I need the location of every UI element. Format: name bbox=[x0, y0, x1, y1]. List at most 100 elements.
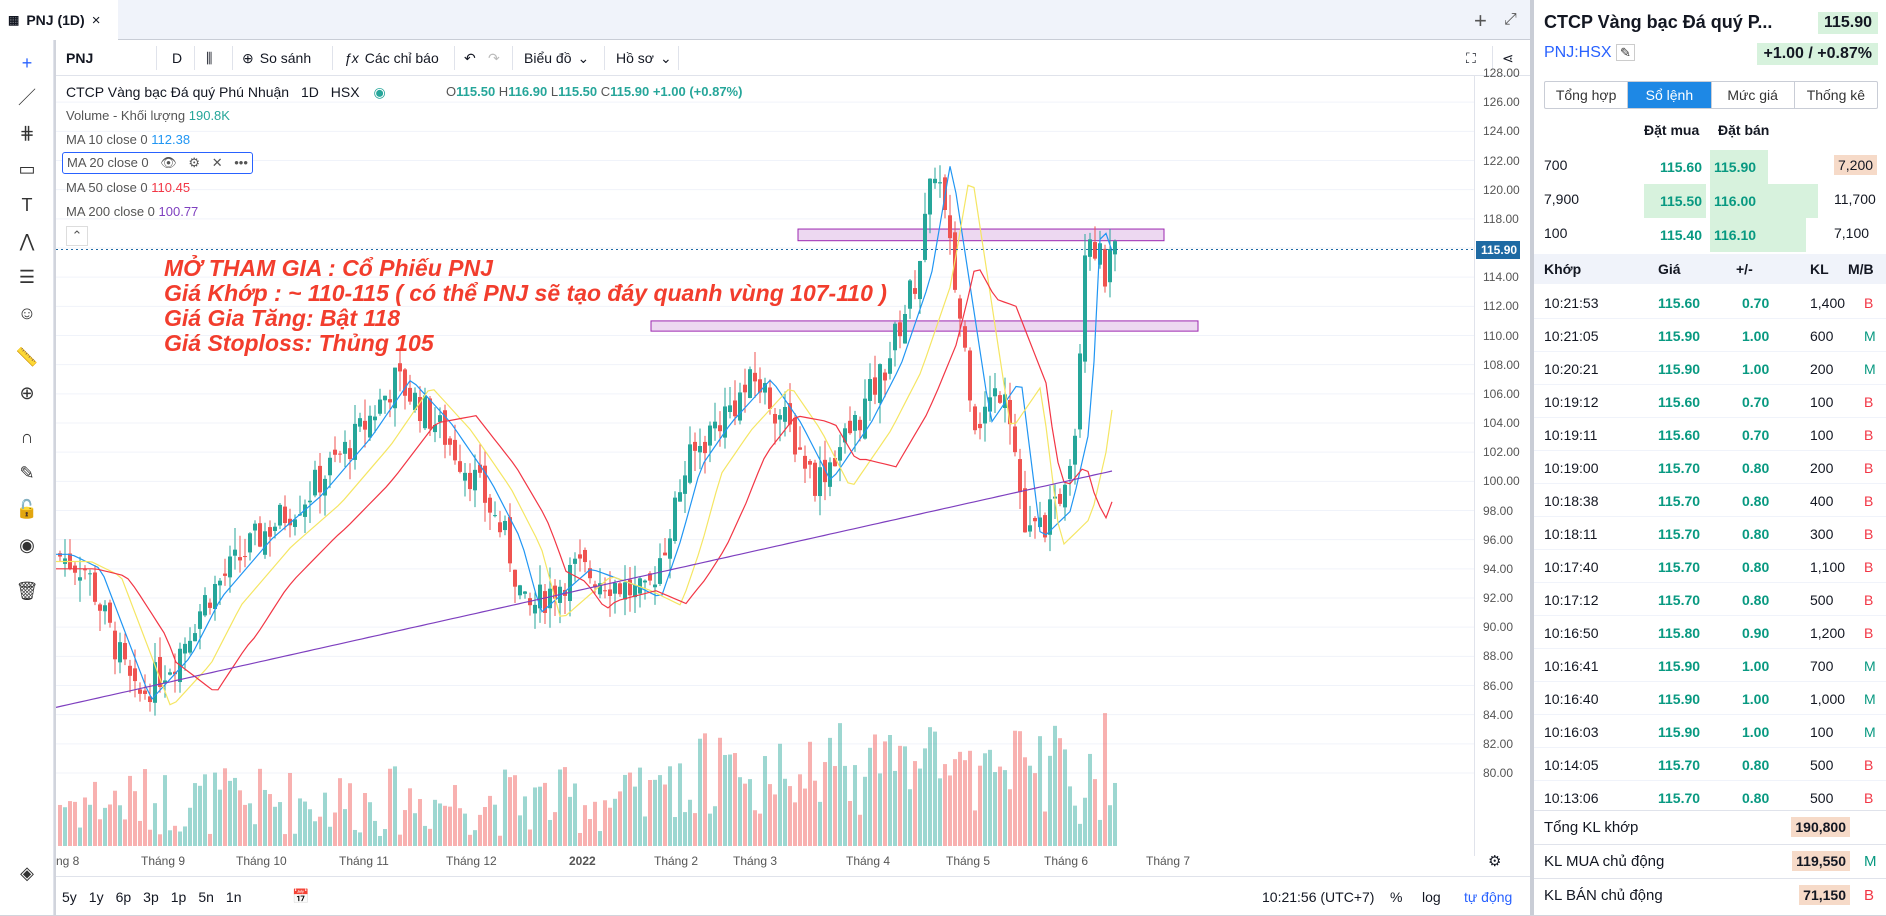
candle-body bbox=[348, 448, 352, 460]
ma200-legend[interactable]: MA 200 close 0 100.77 bbox=[66, 204, 198, 219]
zoom-icon[interactable]: ⊕ bbox=[19, 382, 35, 403]
auto-toggle[interactable]: tự động bbox=[1464, 888, 1513, 905]
candle-body bbox=[923, 213, 927, 260]
share-icon[interactable]: ⋖ bbox=[1502, 49, 1514, 66]
trade-row[interactable]: 10:16:41 115.90 1.00 700 M bbox=[1534, 649, 1886, 682]
edit-icon[interactable]: ✎ bbox=[1616, 44, 1635, 61]
trade-row[interactable]: 10:16:50 115.80 0.90 1,200 B bbox=[1534, 616, 1886, 649]
stock-symbol[interactable]: PNJ:HSX ✎ bbox=[1544, 44, 1635, 62]
trade-row[interactable]: 10:21:53 115.60 0.70 1,400 B bbox=[1534, 286, 1886, 319]
lock-icon[interactable]: 🔓 bbox=[15, 498, 39, 519]
trade-c: 0.80 bbox=[1742, 460, 1770, 476]
expand-icon[interactable]: ⤢ bbox=[1504, 11, 1517, 28]
orderbook-row[interactable]: 100 115.40 116.10 7,100 bbox=[1534, 218, 1886, 252]
candle-type-icon[interactable]: ⫼ bbox=[206, 49, 213, 66]
tab-tong-hop[interactable]: Tổng hợp bbox=[1545, 82, 1629, 108]
log-toggle[interactable]: log bbox=[1422, 888, 1441, 905]
candle-body bbox=[1108, 249, 1112, 283]
tab-muc-gia[interactable]: Mức giá bbox=[1712, 82, 1795, 108]
trade-row[interactable]: 10:14:05 115.70 0.80 500 B bbox=[1534, 748, 1886, 781]
interval-button[interactable]: D bbox=[172, 40, 182, 76]
price-chart[interactable] bbox=[56, 76, 1474, 850]
emoji-icon[interactable]: ☺ bbox=[17, 302, 37, 323]
candle-body bbox=[718, 425, 722, 432]
trade-row[interactable]: 10:16:40 115.90 1.00 1,000 M bbox=[1534, 682, 1886, 715]
volume-bar bbox=[533, 787, 537, 846]
tab-thong-ke[interactable]: Thống kê bbox=[1806, 87, 1866, 103]
trade-row[interactable]: 10:18:11 115.70 0.80 300 B bbox=[1534, 517, 1886, 550]
undo-icon[interactable]: ↶ bbox=[464, 49, 476, 66]
ma50-legend[interactable]: MA 50 close 0 110.45 bbox=[66, 180, 190, 195]
close-icon[interactable]: × bbox=[91, 11, 101, 29]
prediction-icon[interactable]: ☰ bbox=[18, 266, 36, 287]
price-axis[interactable]: 128.00126.00124.00122.00120.00118.00116.… bbox=[1474, 66, 1530, 856]
volume-bar bbox=[578, 832, 582, 846]
fib-icon[interactable]: ⋕ bbox=[19, 122, 35, 143]
layers-icon[interactable]: ◈ bbox=[20, 862, 34, 883]
candle-body bbox=[153, 662, 157, 703]
range-6p[interactable]: 6p bbox=[115, 888, 132, 905]
trade-row[interactable]: 10:19:11 115.60 0.70 100 B bbox=[1534, 418, 1886, 451]
eye-icon[interactable]: 👁 bbox=[160, 155, 177, 170]
range-5n[interactable]: 5n bbox=[198, 888, 214, 905]
panel-divider[interactable] bbox=[1530, 0, 1534, 915]
date-range-icon[interactable]: 📅 bbox=[292, 888, 310, 904]
chart-type-dropdown[interactable]: Biểu đồ ⌄ bbox=[524, 40, 589, 76]
trade-row[interactable]: 10:16:03 115.90 1.00 100 M bbox=[1534, 715, 1886, 748]
tab-so-lenh[interactable]: Sổ lệnh bbox=[1628, 82, 1712, 108]
volume-bar bbox=[703, 733, 707, 846]
trade-row[interactable]: 10:20:21 115.90 1.00 200 M bbox=[1534, 352, 1886, 385]
volume-bar bbox=[853, 765, 857, 846]
settings-icon[interactable]: ⚙ bbox=[188, 155, 201, 170]
collapse-legend-icon[interactable]: ⌃ bbox=[66, 226, 88, 246]
orderbook-row[interactable]: 700 115.60 115.90 7,200 bbox=[1534, 150, 1886, 184]
ma20-legend[interactable]: MA 20 close 0 👁 ⚙ ✕ ••• bbox=[62, 152, 253, 174]
trade-t: 10:16:50 bbox=[1544, 625, 1599, 641]
percent-toggle[interactable]: % bbox=[1390, 888, 1403, 905]
trash-icon[interactable]: 🗑 bbox=[15, 580, 39, 601]
ruler-icon[interactable]: 📏 bbox=[15, 346, 39, 367]
redo-icon[interactable]: ↷ bbox=[488, 49, 500, 66]
time-axis[interactable]: ng 8 Tháng 9 Tháng 10 Tháng 11 Tháng 12 2022 T… bbox=[56, 850, 1474, 872]
remove-icon[interactable]: ✕ bbox=[211, 155, 223, 170]
magnet-icon[interactable]: ∩ bbox=[20, 426, 34, 447]
pattern-icon[interactable]: ⋀ bbox=[19, 230, 35, 251]
profile-dropdown[interactable]: Hồ sơ ⌄ bbox=[616, 40, 672, 76]
indicators-button[interactable]: ƒx Các chỉ báo bbox=[344, 40, 439, 76]
volume-legend[interactable]: Volume - Khối lượng 190.8K bbox=[66, 108, 230, 123]
draw-lock-icon[interactable]: ✎ bbox=[19, 462, 35, 483]
rectangle-icon[interactable]: ▭ bbox=[18, 158, 36, 179]
text-icon[interactable]: T bbox=[21, 194, 33, 215]
crosshair-icon[interactable]: + bbox=[21, 52, 33, 73]
axis-settings-icon[interactable]: ⚙ bbox=[1488, 853, 1502, 870]
trade-row[interactable]: 10:17:40 115.70 0.80 1,100 B bbox=[1534, 550, 1886, 583]
add-tab-icon[interactable]: + bbox=[1474, 8, 1487, 33]
volume-bar bbox=[358, 832, 362, 846]
visibility-icon[interactable]: ◉ bbox=[19, 534, 35, 555]
compare-button[interactable]: ⊕ So sánh bbox=[242, 40, 311, 76]
trade-p: 115.90 bbox=[1658, 361, 1701, 377]
trade-row[interactable]: 10:21:05 115.90 1.00 600 M bbox=[1534, 319, 1886, 352]
candle-body bbox=[988, 397, 992, 412]
trade-row[interactable]: 10:17:12 115.70 0.80 500 B bbox=[1534, 583, 1886, 616]
chart-area[interactable]: CTCP Vàng bạc Đá quý Phú Nhuận 1D HSX ◉ … bbox=[56, 66, 1530, 876]
range-5y[interactable]: 5y bbox=[62, 888, 77, 905]
range-1p[interactable]: 1p bbox=[170, 888, 187, 905]
ma10-legend[interactable]: MA 10 close 0 112.38 bbox=[66, 132, 190, 147]
symbol-search[interactable]: PNJ bbox=[66, 40, 93, 76]
more-icon[interactable]: ••• bbox=[234, 155, 248, 170]
volume-bar bbox=[713, 806, 717, 846]
orderbook-row[interactable]: 7,900 115.50 116.00 11,700 bbox=[1534, 184, 1886, 218]
range-1n[interactable]: 1n bbox=[225, 888, 242, 905]
trade-row[interactable]: 10:18:38 115.70 0.80 400 B bbox=[1534, 484, 1886, 517]
fullscreen-icon[interactable]: ⛶ bbox=[1466, 49, 1476, 66]
trend-line-icon[interactable]: ／ bbox=[18, 88, 36, 108]
volume-bar bbox=[208, 833, 212, 846]
trade-row[interactable]: 10:19:12 115.60 0.70 100 B bbox=[1534, 385, 1886, 418]
range-1y[interactable]: 1y bbox=[88, 888, 104, 905]
volume-bar bbox=[1033, 773, 1037, 846]
trade-row[interactable]: 10:19:00 115.70 0.80 200 B bbox=[1534, 451, 1886, 484]
chart-tab[interactable]: ▦ PNJ (1D) × bbox=[0, 0, 118, 40]
range-3p[interactable]: 3p bbox=[143, 888, 159, 905]
candle-body bbox=[93, 572, 97, 602]
